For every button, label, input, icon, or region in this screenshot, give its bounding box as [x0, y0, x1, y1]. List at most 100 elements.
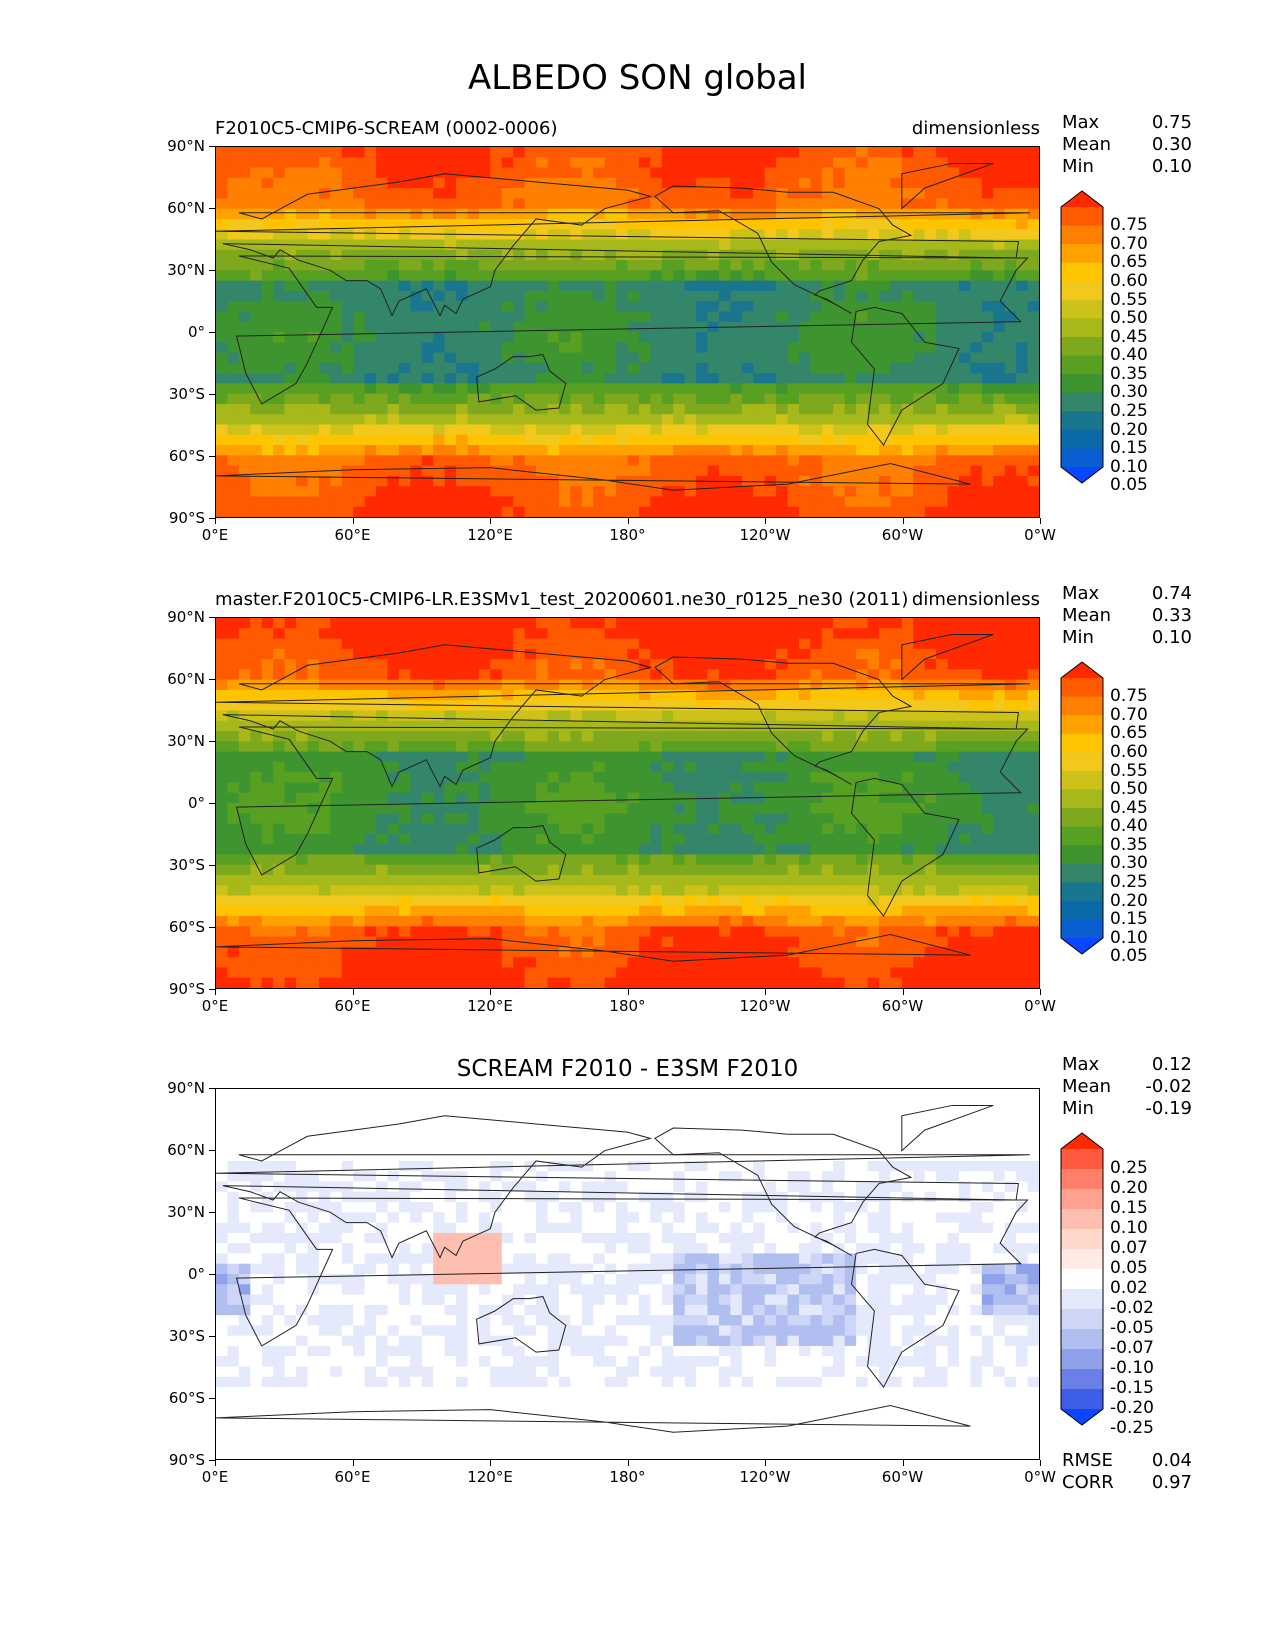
colorbar-label: 0.25 — [1110, 872, 1148, 892]
lon-tick-label: 0°E — [201, 526, 229, 544]
colorbar-label: 0.50 — [1110, 779, 1148, 800]
colorbar-label: 0.15 — [1110, 1198, 1148, 1218]
colorbar-svg — [1060, 661, 1104, 955]
colorbar-segment — [1061, 411, 1103, 431]
lon-tick — [1040, 989, 1041, 995]
lat-tick — [209, 617, 215, 618]
map-svg — [216, 147, 1039, 517]
stat-mean: -0.02 — [1145, 1076, 1192, 1097]
lat-tick — [209, 1150, 215, 1151]
colorbar-label: 0.60 — [1110, 271, 1148, 291]
lat-tick — [209, 1460, 215, 1461]
colorbar-segment — [1061, 770, 1103, 790]
colorbar-label: 0.05 — [1110, 475, 1148, 496]
colorbar-label: 0.45 — [1110, 797, 1148, 818]
colorbar-label: 0.10 — [1110, 1218, 1148, 1238]
lat-tick — [209, 270, 215, 271]
map-test — [215, 146, 1040, 518]
colorbar-label: 0.25 — [1110, 401, 1148, 421]
lon-tick — [1040, 1460, 1041, 1466]
colorbar: 0.75 0.70 0.65 0.60 0.55 0.50 0.45 0.40 0.35 0.30… — [1060, 661, 1148, 966]
lon-tick — [215, 518, 216, 524]
colorbar-segment — [1061, 1169, 1103, 1190]
colorbar-segment — [1061, 448, 1103, 468]
stat-min-label: Min — [1062, 627, 1094, 648]
panel-reference: master.F2010C5-CMIP6-LR.E3SMv1_test_2020… — [0, 583, 1275, 1059]
lat-tick-label: 90°S — [168, 980, 205, 998]
lat-tick — [209, 1398, 215, 1399]
stat-max: 0.75 — [1151, 112, 1192, 133]
colorbar-segment — [1061, 1249, 1103, 1270]
colorbar-segment — [1061, 1369, 1103, 1390]
colorbar-label: -0.10 — [1110, 1358, 1154, 1378]
colorbar-segment — [1061, 281, 1103, 301]
colorbar-segment — [1061, 1149, 1103, 1170]
colorbar-segment — [1061, 826, 1103, 846]
colorbar-segment — [1061, 429, 1103, 449]
lon-tick — [627, 518, 629, 524]
colorbar-label: 0.75 — [1110, 215, 1148, 236]
colorbar-segment — [1061, 299, 1103, 319]
colorbar-segment — [1061, 1329, 1103, 1350]
lon-tick-label: 180° — [609, 1468, 646, 1486]
stat-min-label: Min — [1062, 1098, 1094, 1119]
lat-tick — [209, 865, 215, 866]
lat-tick-label: 30°N — [167, 1203, 205, 1221]
colorbar-label: 0.07 — [1110, 1238, 1148, 1258]
coastline — [235, 1197, 1029, 1347]
lon-tick — [352, 989, 354, 995]
lon-tick-label: 60°E — [334, 1468, 371, 1486]
colorbar-label: 0.70 — [1110, 704, 1148, 725]
coastline — [901, 1104, 994, 1152]
lat-tick-label: 30°N — [167, 261, 205, 279]
coastline — [216, 173, 1030, 317]
coastline — [216, 463, 971, 491]
panel-stats: Max 0.74 Mean 0.33 Min 0.10 — [1062, 583, 1192, 649]
panel-difference: SCREAM F2010 - E3SM F2010 Max 0.12 Mean -0… — [0, 1054, 1275, 1530]
lon-tick — [1040, 518, 1041, 524]
coastline — [851, 306, 960, 446]
lat-tick-label: 30°N — [167, 732, 205, 750]
panel-test: F2010C5-CMIP6-SCREAM (0002-0006) dimensi… — [0, 112, 1275, 588]
colorbar-segment — [1061, 715, 1103, 735]
colorbar-segment — [1061, 1229, 1103, 1250]
map-svg — [216, 618, 1039, 988]
colorbar-label: 0.65 — [1110, 252, 1148, 273]
colorbar-segment — [1061, 1389, 1103, 1410]
lat-tick — [209, 394, 215, 395]
lat-tick — [209, 803, 215, 804]
colorbar-label: 0.15 — [1110, 909, 1148, 930]
lat-tick-label: 0° — [187, 794, 205, 812]
colorbar-segment — [1061, 789, 1103, 809]
colorbar-svg — [1060, 190, 1104, 484]
colorbar-segment — [1061, 225, 1103, 245]
lon-tick-label: 60°E — [334, 997, 371, 1015]
lon-tick-label: 120°W — [739, 526, 791, 544]
lon-tick — [765, 989, 766, 995]
lon-tick-label: 120°W — [739, 997, 791, 1015]
lat-tick-label: 60°S — [168, 1389, 205, 1407]
panel-left-title: F2010C5-CMIP6-SCREAM (0002-0006) — [215, 118, 558, 139]
lat-tick — [209, 146, 215, 147]
colorbar-label: -0.25 — [1110, 1418, 1154, 1438]
stat-max-label: Max — [1062, 583, 1100, 604]
coastline — [901, 162, 994, 210]
coastline — [476, 825, 567, 882]
panel-left-title: master.F2010C5-CMIP6-LR.E3SMv1_test_2020… — [215, 589, 909, 610]
lon-tick-label: 60°E — [334, 526, 371, 544]
coastline — [476, 1296, 567, 1353]
lon-tick-label: 120°E — [467, 997, 513, 1015]
colorbar-segment — [1061, 919, 1103, 939]
colorbar-label: 0.20 — [1110, 1178, 1148, 1198]
lat-tick-label: 60°S — [168, 447, 205, 465]
lat-tick-label: 90°N — [167, 1079, 205, 1097]
colorbar-segment — [1061, 355, 1103, 375]
lat-tick-label: 60°N — [167, 1141, 205, 1159]
colorbar-label: 0.70 — [1110, 233, 1148, 254]
coastline — [216, 1405, 971, 1433]
map-svg — [216, 1089, 1039, 1459]
lon-tick — [627, 989, 629, 995]
colorbar-segment — [1061, 1309, 1103, 1330]
colorbar-label: 0.10 — [1110, 927, 1148, 948]
lon-tick-label: 120°E — [467, 1468, 513, 1486]
